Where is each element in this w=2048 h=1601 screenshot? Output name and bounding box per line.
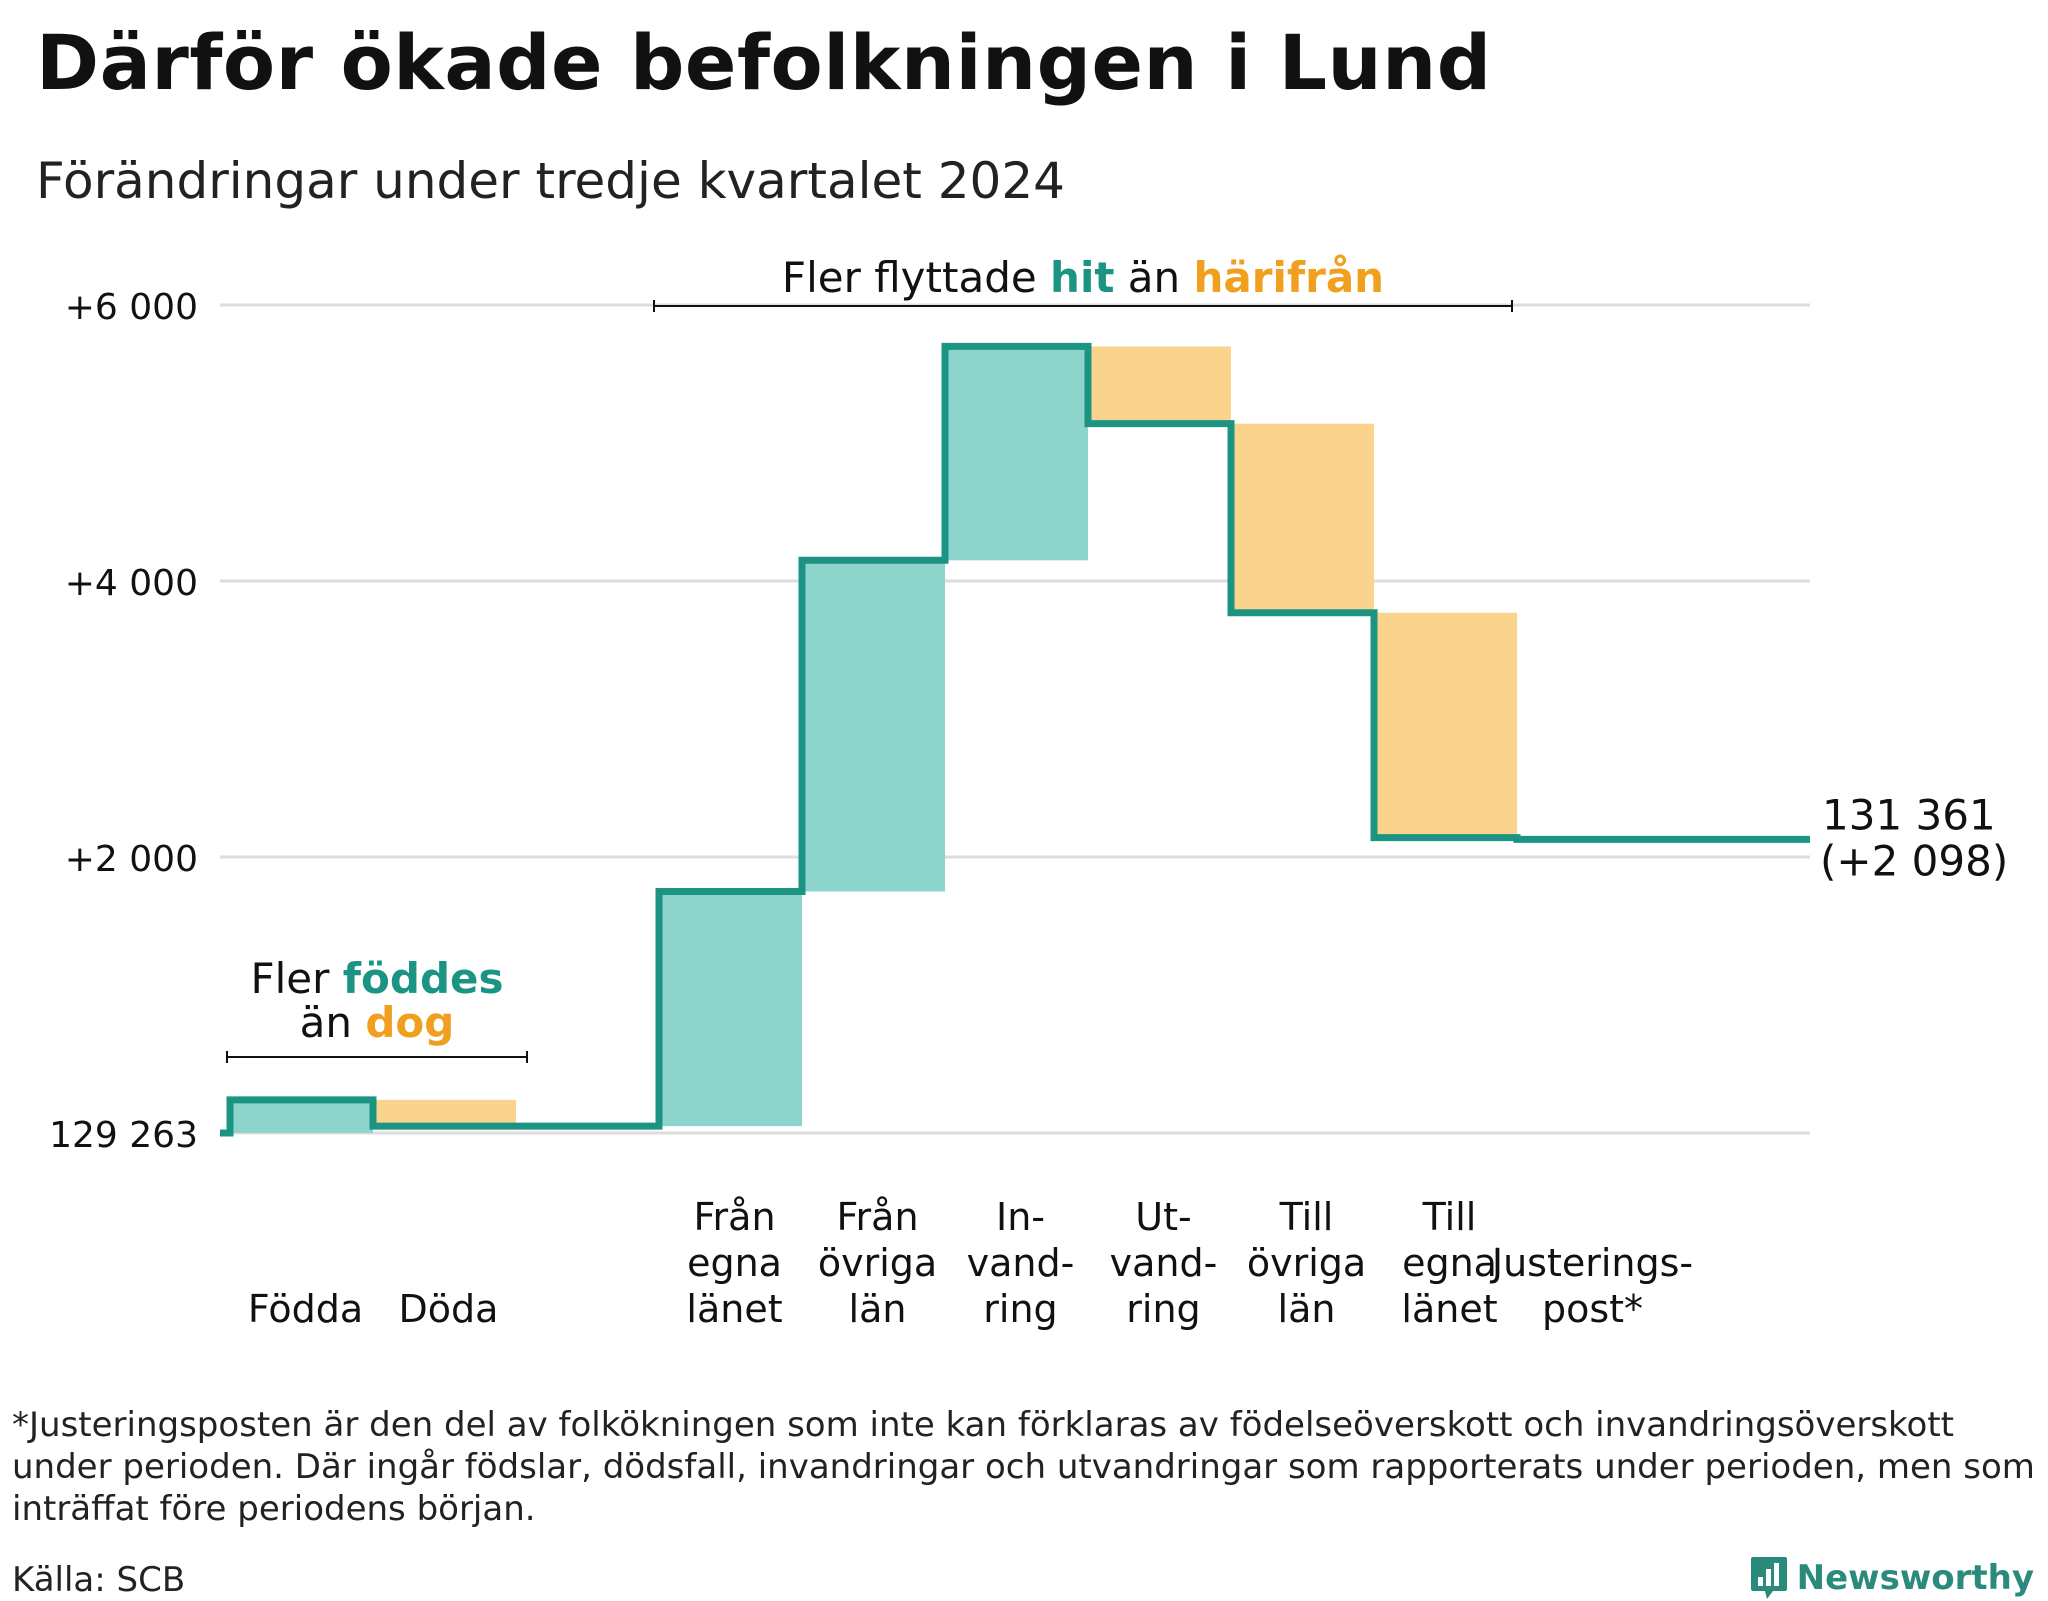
end-value-label: 131 361 bbox=[1822, 790, 1996, 839]
category-label: In-vand-ring bbox=[967, 1195, 1075, 1331]
y-tick-label: +2 000 bbox=[65, 839, 198, 880]
category-label: Justerings-post* bbox=[1490, 1241, 1693, 1331]
cumulative-step-line bbox=[220, 342, 1810, 1137]
waterfall-bar bbox=[1231, 423, 1374, 613]
category-label: Till övriga län bbox=[1247, 1195, 1366, 1331]
label-layer: 129 263 +2 000 +4 000 +6 000 Födda Döda Från eg… bbox=[49, 287, 2008, 1331]
newsworthy-icon bbox=[1750, 1557, 1787, 1599]
step-line-layer bbox=[220, 342, 1810, 1137]
footnote: *Justeringsposten är den del av folkökni… bbox=[12, 1405, 2035, 1529]
chart-title: Därför ökade befolkningen i Lund bbox=[36, 18, 1492, 107]
brand-logo[interactable]: Newsworthy bbox=[1749, 1555, 2034, 1601]
waterfall-bar bbox=[802, 560, 945, 892]
waterfall-bar bbox=[373, 1099, 516, 1127]
brand-name: Newsworthy bbox=[1796, 1558, 2034, 1598]
waterfall-bar bbox=[1374, 612, 1517, 838]
end-change-label: (+2 098) bbox=[1820, 836, 2008, 885]
y-tick-label: 129 263 bbox=[49, 1115, 198, 1156]
category-label: Från egna länet bbox=[686, 1195, 782, 1331]
waterfall-chart: 129 263 +2 000 +4 000 +6 000 Födda Döda Från eg… bbox=[49, 253, 2008, 1331]
waterfall-bar bbox=[659, 891, 802, 1127]
migration-annotation: Fler flyttade hit än härifrån bbox=[782, 253, 1384, 302]
category-label: Från övriga län bbox=[818, 1195, 937, 1331]
waterfall-bar bbox=[1088, 346, 1231, 424]
annotation-layer: Fler flyttade hit än härifrån Fler föddes… bbox=[226, 253, 1513, 1063]
waterfall-bar bbox=[230, 1099, 373, 1133]
waterfall-bar bbox=[945, 346, 1088, 561]
category-label: Ut-vand-ring bbox=[1110, 1195, 1218, 1331]
category-label: Till egna länet bbox=[1401, 1195, 1497, 1331]
bar-layer bbox=[230, 346, 1517, 1133]
source-text: Källa: SCB bbox=[12, 1560, 186, 1600]
births-annotation-line2: än dog bbox=[300, 998, 455, 1047]
y-tick-label: +4 000 bbox=[65, 563, 198, 604]
category-label: Döda bbox=[399, 1287, 499, 1331]
category-label: Födda bbox=[248, 1287, 363, 1331]
births-annotation-line1: Fler föddes bbox=[250, 954, 503, 1003]
y-tick-label: +6 000 bbox=[65, 287, 198, 328]
chart-subtitle: Förändringar under tredje kvartalet 2024 bbox=[36, 152, 1065, 210]
